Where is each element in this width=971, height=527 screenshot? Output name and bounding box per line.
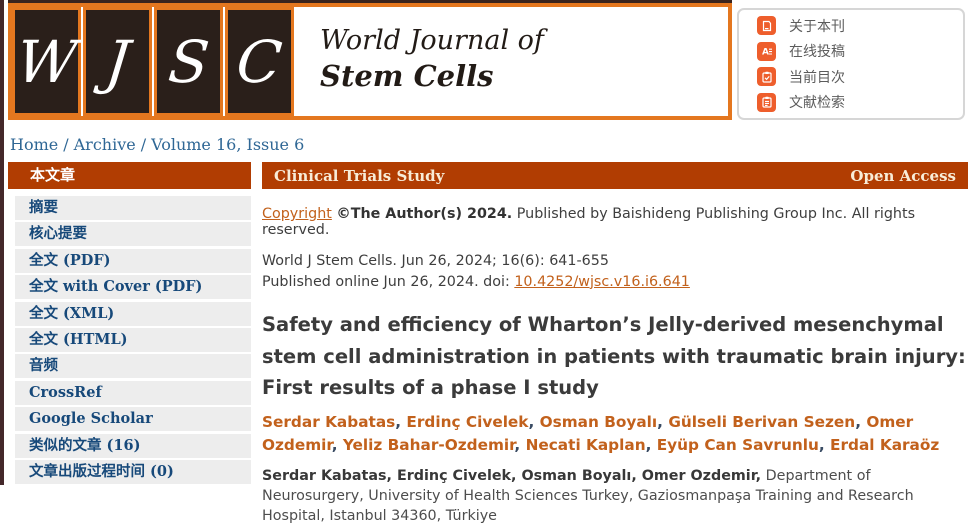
article-title: Safety and efficiency of Wharton’s Jelly…: [262, 313, 966, 399]
journal-info-icon: [757, 16, 776, 36]
affiliation-author-names: Serdar Kabatas, Erdinç Civelek, Osman Bo…: [262, 467, 762, 484]
logo-tile: S: [154, 7, 223, 116]
citation-block: World J Stem Cells. Jun 26, 2024; 16(6):…: [262, 251, 968, 292]
author-separator: ,: [331, 435, 343, 454]
menu-item-about-journal[interactable]: 关于本刊: [757, 16, 963, 36]
author-separator: ,: [855, 413, 867, 431]
author-separator: ,: [395, 413, 407, 431]
author-separator: ,: [528, 413, 540, 431]
breadcrumb-archive-link[interactable]: Archive: [73, 135, 136, 154]
author-link[interactable]: Osman Boyalı: [539, 413, 658, 431]
published-online-line: Published online Jun 26, 2024. doi: 10.4…: [262, 272, 968, 293]
author-link[interactable]: Yeliz Bahar-Ozdemir: [342, 435, 515, 454]
breadcrumb-separator: /: [63, 135, 69, 154]
author-separator: ,: [514, 435, 526, 454]
sidebar-item[interactable]: 全文 with Cover (PDF): [15, 275, 251, 300]
sidebar-item[interactable]: 音频: [15, 354, 251, 379]
category-bar: Clinical Trials Study Open Access: [262, 162, 968, 189]
menu-item-literature-search[interactable]: 文献检索: [757, 92, 963, 112]
copyright-line: Copyright ©The Author(s) 2024. Published…: [262, 206, 968, 238]
author-link[interactable]: Necati Kaplan: [525, 435, 646, 454]
sidebar-item[interactable]: CrossRef: [15, 380, 251, 405]
journal-title: World Journal of Stem Cells: [294, 7, 544, 116]
logo-letter-tiles: W J S C: [12, 7, 294, 116]
logo-tile: W: [12, 7, 81, 116]
breadcrumb-current-issue[interactable]: Volume 16, Issue 6: [151, 135, 305, 154]
author-link[interactable]: Erdinç Civelek: [406, 413, 529, 431]
svg-text:A: A: [762, 48, 769, 58]
menu-item-current-issue[interactable]: 当前目次: [757, 67, 963, 87]
author-list: Serdar Kabatas, Erdinç Civelek, Osman Bo…: [262, 411, 968, 457]
logo-letter: W: [13, 27, 80, 96]
sidebar-list: 摘要 核心提要 全文 (PDF) 全文 with Cover (PDF) 全文 (XML…: [15, 196, 251, 484]
logo-letter: C: [233, 27, 286, 96]
literature-search-icon: [757, 92, 776, 112]
published-online-text: Published online Jun 26, 2024. doi:: [262, 273, 515, 290]
sidebar-item[interactable]: 文章出版过程时间 (0): [15, 459, 251, 484]
journal-logo[interactable]: W J S C World Journal of Stem Cells: [8, 3, 732, 120]
sidebar-header: 本文章: [8, 162, 251, 189]
quick-links-panel: 关于本刊 A 在线投稿 当前目次 文献检索: [737, 8, 965, 120]
sidebar-item[interactable]: Google Scholar: [15, 407, 251, 432]
online-submission-icon: A: [757, 41, 776, 61]
menu-item-label: 当前目次: [789, 69, 845, 86]
menu-item-label: 关于本刊: [789, 18, 845, 35]
sidebar-item[interactable]: 全文 (HTML): [15, 327, 251, 352]
menu-item-label: 在线投稿: [789, 44, 845, 61]
copyright-text: Published by Baishideng Publishing Group…: [262, 206, 916, 238]
logo-letter: S: [165, 27, 212, 96]
page-left-border: [0, 0, 4, 485]
author-link[interactable]: Erdal Karaöz: [830, 435, 940, 454]
copyright-holder: ©The Author(s) 2024.: [336, 206, 513, 222]
author-separator: ,: [818, 435, 830, 454]
sidebar-item[interactable]: 核心提要: [15, 222, 251, 247]
breadcrumb-home-link[interactable]: Home: [10, 135, 59, 154]
sidebar-item[interactable]: 类似的文章 (16): [15, 433, 251, 458]
author-link[interactable]: Gülseli Berivan Sezen: [668, 413, 856, 431]
journal-title-line1: World Journal of: [320, 25, 544, 56]
logo-tile: J: [83, 7, 152, 116]
sidebar-item[interactable]: 全文 (XML): [15, 301, 251, 326]
journal-title-line2: Stem Cells: [320, 59, 494, 94]
author-separator: ,: [657, 413, 669, 431]
journal-citation: World J Stem Cells. Jun 26, 2024; 16(6):…: [262, 253, 609, 269]
logo-tile: C: [225, 7, 294, 116]
article-main: Clinical Trials Study Open Access Copyri…: [262, 162, 968, 527]
sidebar-item[interactable]: 摘要: [15, 196, 251, 220]
logo-letter: J: [102, 27, 133, 96]
affiliation: Serdar Kabatas, Erdinç Civelek, Osman Bo…: [262, 466, 968, 527]
menu-item-online-submission[interactable]: A 在线投稿: [757, 41, 963, 61]
author-link[interactable]: Omer Ozdemir: [262, 413, 914, 454]
breadcrumb-separator: /: [140, 135, 147, 154]
article-sidebar: 本文章 摘要 核心提要 全文 (PDF) 全文 with Cover (PDF) 全文 …: [8, 162, 251, 486]
copyright-link[interactable]: Copyright: [262, 206, 332, 222]
menu-item-label: 文献检索: [789, 95, 845, 112]
current-issue-icon: [757, 67, 776, 87]
open-access-badge: Open Access: [850, 166, 956, 185]
author-link[interactable]: Eyüp Can Savrunlu: [656, 435, 819, 454]
breadcrumb: Home / Archive / Volume 16, Issue 6: [10, 135, 304, 154]
header-top-border: [8, 0, 732, 3]
author-link[interactable]: Serdar Kabatas: [262, 413, 396, 431]
article-category-label: Clinical Trials Study: [274, 166, 445, 185]
author-separator: ,: [645, 435, 657, 454]
doi-link[interactable]: 10.4252/wjsc.v16.i6.641: [514, 273, 690, 290]
sidebar-item[interactable]: 全文 (PDF): [15, 248, 251, 273]
